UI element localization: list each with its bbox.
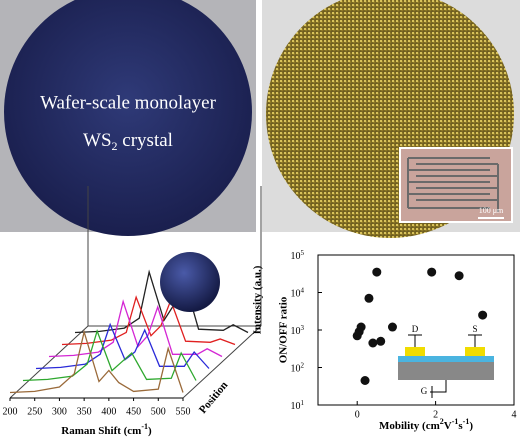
superscript: -1 [141,422,148,431]
point [376,336,386,346]
text: Mobility (cm [379,420,440,432]
y-tick-label: 104 [291,286,305,300]
text: 10 [291,289,301,300]
text: s [458,420,463,432]
point [454,271,464,281]
x-tick-label: 200 [3,406,18,417]
wafer-photo: Wafer-scale monolayer WS2 crystal [0,0,256,236]
superscript: 2 [301,361,305,369]
superscript: 4 [301,286,305,294]
point [360,376,370,386]
superscript: 3 [301,324,305,332]
x-tick-label: 450 [126,406,141,417]
point [372,267,382,277]
text: ) [469,420,473,432]
x-tick-label: 250 [27,406,42,417]
inset [398,362,494,380]
axis-label: Mobility (cm2V-1s-1) [379,417,473,432]
axis-label: Position [197,379,231,416]
inset-label: S [472,324,477,334]
axis-label: ON/OFF ratio [278,296,290,363]
x-tick-label: 350 [77,406,92,417]
text: Raman Shift (cm [61,425,141,437]
device-array-photo: 100 μm [262,0,520,238]
wafer-label: WS2 crystal [83,130,173,152]
inset [465,347,485,356]
point [478,310,488,320]
text: WS [83,130,112,151]
text: ) [148,425,152,437]
text: crystal [118,130,173,151]
point [356,322,366,332]
point [368,338,378,348]
scale-bar: 100 μm [479,206,504,215]
y-tick-label: 101 [291,399,305,413]
axis-label: Intensity (a.u.) [252,265,264,334]
inset-label: D [412,324,419,334]
spectrum [61,295,236,346]
x-tick-label: 500 [151,406,166,417]
axis-label: Raman Shift (cm-1) [61,422,152,437]
superscript: 5 [301,249,305,257]
spectrum [22,328,197,382]
spectrum [74,269,249,334]
y-tick-label: 105 [291,249,305,263]
x-tick-label: 400 [101,406,116,417]
point [387,322,397,332]
text: 10 [291,364,301,375]
superscript: -1 [452,417,459,426]
x-tick-label: 0 [355,409,360,420]
inset [408,334,482,398]
point [427,267,437,277]
y-tick-label: 103 [291,324,305,338]
text: V [444,420,452,432]
spectrum [35,322,210,370]
point [364,293,374,303]
text: 10 [291,251,301,262]
superscript: 2 [440,417,444,426]
subscript: 2 [112,139,118,153]
y-tick-label: 102 [291,361,305,375]
text: 10 [291,326,301,337]
inset [398,356,494,362]
frame [9,186,262,399]
x-tick-label: 550 [176,406,191,417]
inset [405,347,425,356]
superscript: -1 [463,417,470,426]
x-tick-label: 2 [433,409,438,420]
x-tick-label: 300 [52,406,67,417]
spectrum [48,299,223,358]
wafer-label: Wafer-scale monolayer [40,92,217,113]
superscript: 1 [301,399,305,407]
spectrum [9,329,184,394]
inset-label: G [421,386,428,396]
x-tick-label: 4 [512,409,517,420]
text: 10 [291,401,301,412]
